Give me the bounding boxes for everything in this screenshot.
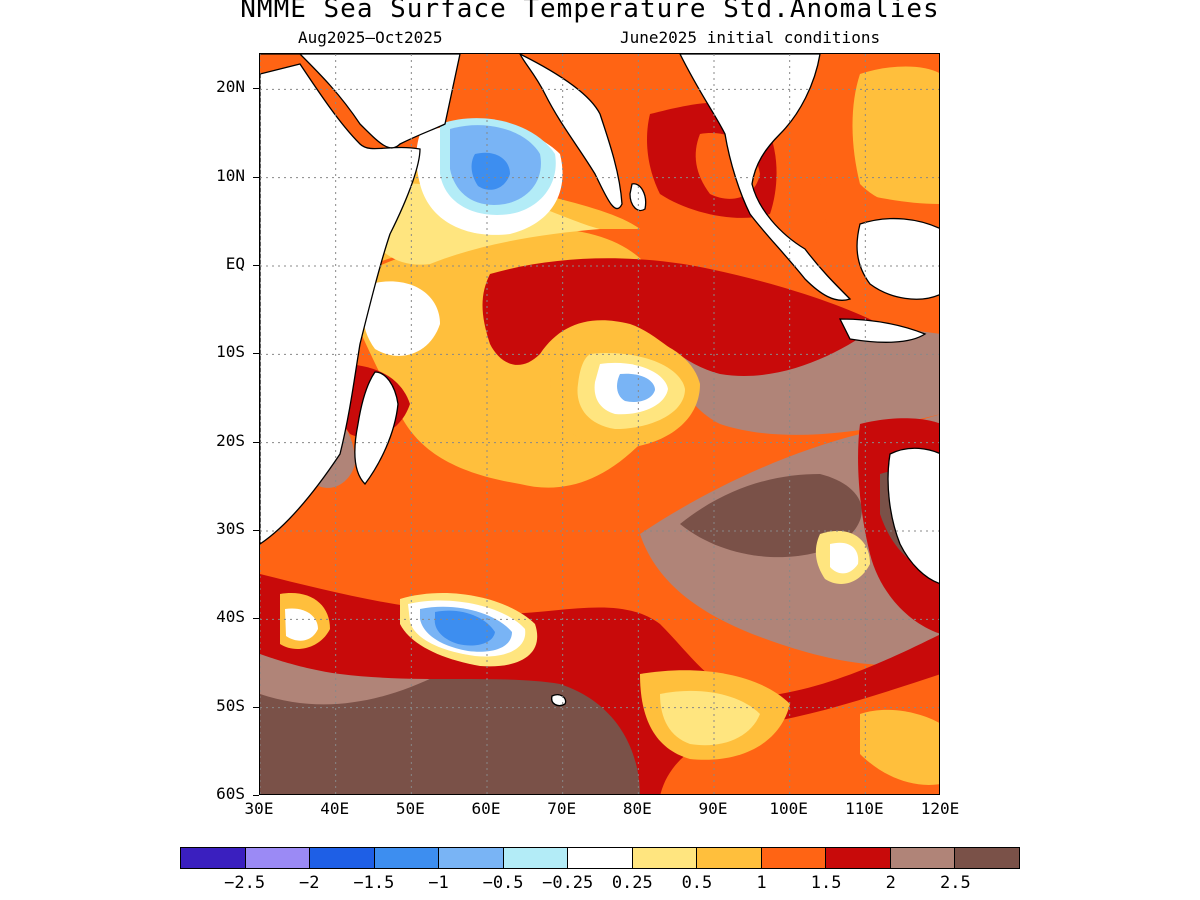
anomaly-region [830,542,859,574]
anomaly-map [260,54,939,794]
colorbar-swatch [439,848,504,868]
anomaly-region [852,66,939,208]
colorbar-swatch [245,848,311,868]
lon-tick-label: 50E [395,799,425,818]
anomaly-region [617,373,655,402]
colorbar-swatch [310,848,375,868]
lat-tick-mark [253,618,259,620]
colorbar-swatch [697,848,762,868]
map-title: NMME Sea Surface Temperature Std.Anomali… [240,0,940,24]
anomaly-region [680,474,862,558]
land-kerguelen [551,694,567,707]
colorbar-swatch [374,848,440,868]
colorbar-swatch [181,848,246,868]
colorbar-label: −0.5 [482,873,524,893]
lat-tick-mark [253,265,259,266]
lat-tick-label: 60S [216,784,245,803]
land-sri-lanka [629,183,647,212]
colorbar-label: −1 [428,873,449,893]
land-java [838,318,927,343]
land-layer [260,54,939,707]
lon-tick-label: 80E [622,799,652,818]
lat-tick-label: 50S [216,695,245,715]
anomaly-region [860,709,939,785]
lat-tick-mark [253,353,259,355]
lon-tick-label: 100E [769,799,808,818]
anomaly-region [660,690,760,746]
lat-tick-mark [253,441,259,443]
colorbar-swatch [503,848,569,868]
initial-conditions: June2025 initial conditions [620,28,881,47]
lon-tick-label: 120E [920,799,960,818]
land-borneo-sumatra [856,217,939,300]
anomaly-region [434,610,495,646]
lon-tick-label: 30E [244,799,274,818]
anomaly-region [471,152,510,190]
land-indochina [679,54,852,301]
colorbar-label: −2 [298,873,320,893]
anomaly-region [482,258,880,376]
colorbar-swatch [632,848,698,868]
lat-tick-label: 40S [216,607,245,627]
colorbar-label: −0.25 [542,873,594,893]
colorbar-swatch [955,848,1019,868]
colorbar-swatch [826,848,891,868]
colorbar-label: 2.5 [940,873,971,893]
lat-tick-label: 10N [216,165,245,185]
colorbar-swatch [890,848,956,868]
land-india [519,54,623,210]
lat-tick-mark [253,706,259,708]
colorbar-label: 0.5 [681,873,713,893]
colorbar [180,847,1020,869]
lon-tick-label: 60E [471,799,501,818]
colorbar-swatch [568,848,633,868]
lat-tick-label: 20N [216,77,245,97]
anomaly-region [363,281,440,356]
anomaly-region [285,608,318,641]
colorbar-label: 1.5 [810,873,842,893]
lat-tick-mark [253,176,259,178]
colorbar-label: 2 [885,873,896,893]
map-frame [259,53,940,795]
lon-tick-label: 90E [698,799,728,818]
colorbar-label: 0.25 [611,873,653,893]
lat-tick-mark [253,530,259,531]
lon-tick-label: 110E [845,799,884,818]
grid-layer [260,54,939,794]
lat-tick-label: 30S [216,519,245,538]
lon-tick-label: 70E [547,799,577,818]
colorbar-label: 1 [756,873,767,893]
forecast-period: Aug2025–Oct2025 [298,28,443,47]
colorbar-label: −1.5 [353,873,395,893]
lat-tick-label: 20S [216,430,245,450]
land-australia [887,447,939,584]
colorbar-label: −2.5 [224,873,266,893]
lat-tick-label: EQ [225,254,245,273]
land-madagascar [354,371,399,485]
colorbar-swatch [761,848,827,868]
lat-tick-mark [253,795,259,796]
anomaly-region [260,655,652,794]
land-africa-arabia [260,54,461,545]
lat-tick-label: 10S [216,342,245,362]
lon-tick-label: 40E [320,799,350,818]
lat-tick-mark [253,88,259,90]
